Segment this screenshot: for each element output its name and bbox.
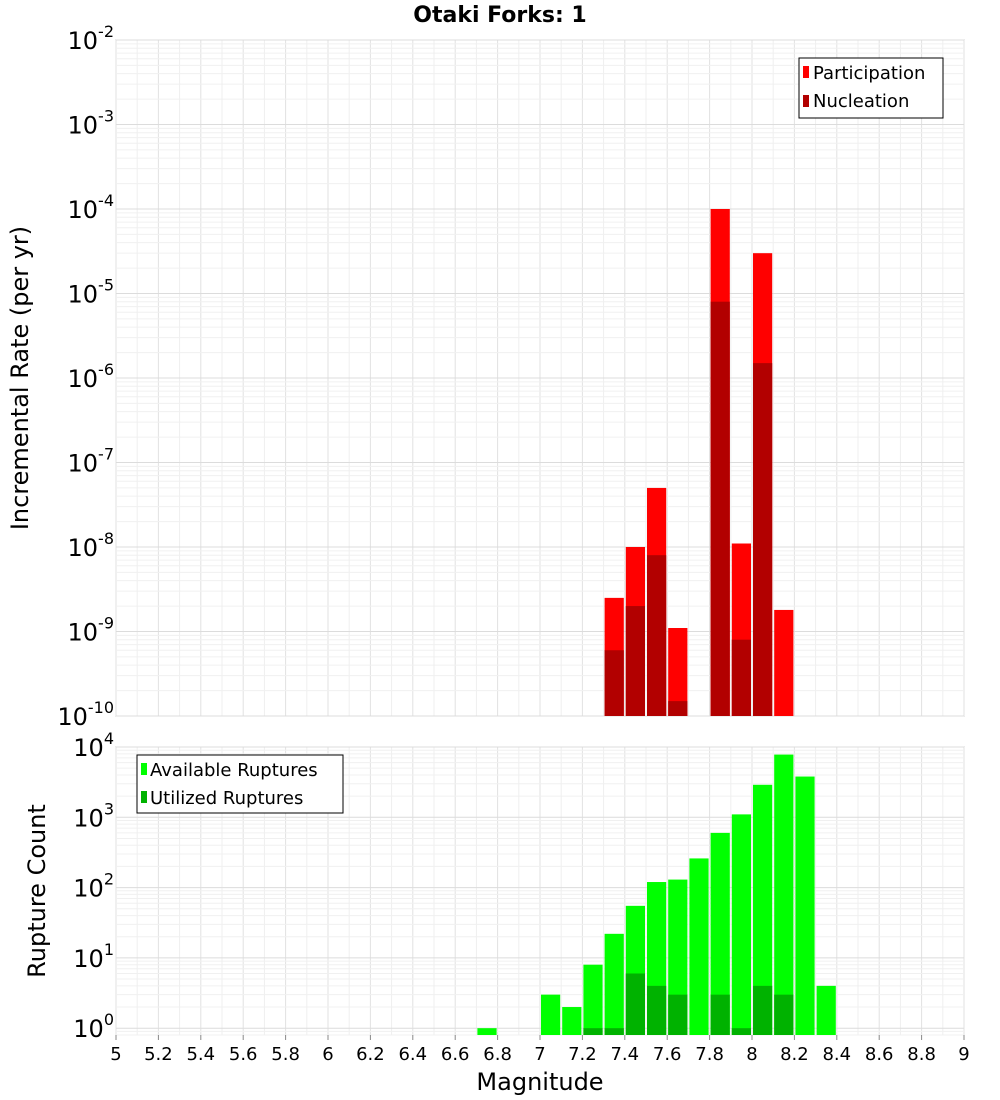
rate-y-tick-label: 10-2 (68, 22, 115, 55)
count-y-tick-label: 100 (73, 1010, 114, 1043)
legend-utilized-label: Utilized Ruptures (150, 788, 303, 809)
count-y-tick-label: 103 (73, 799, 114, 832)
nucleation-bar (710, 301, 730, 716)
utilized-ruptures-bar (710, 994, 730, 1035)
utilized-ruptures-bar (668, 994, 688, 1035)
x-tick-label: 8.6 (865, 1044, 894, 1065)
rate-y-tick-label: 10-5 (68, 276, 115, 309)
nucleation-bar (753, 363, 773, 716)
available-ruptures-bar (583, 964, 603, 1035)
x-tick-label: 6 (322, 1044, 333, 1065)
available-ruptures-bar (689, 858, 709, 1035)
available-ruptures-bar (562, 1007, 582, 1035)
legend-participation-swatch (803, 66, 809, 78)
x-tick-label: 8 (746, 1044, 757, 1065)
utilized-ruptures-bar (604, 1028, 624, 1035)
participation-bar (774, 609, 794, 716)
available-ruptures-bar (477, 1028, 497, 1035)
count-plot-bars (477, 754, 836, 1035)
nucleation-bar (647, 555, 667, 716)
count-y-tick-label: 101 (73, 940, 114, 973)
x-tick-label: 7.8 (695, 1044, 724, 1065)
utilized-ruptures-bar (731, 1028, 751, 1035)
nucleation-bar (604, 650, 624, 716)
rate-y-tick-label: 10-4 (68, 191, 115, 224)
available-ruptures-bar (731, 814, 751, 1035)
utilized-ruptures-bar (774, 994, 794, 1035)
count-plot-x-ticks: 5 5.2 5.4 5.6 5.8 6 6.2 6.4 6.6 6.8 7 7.2 7.4 7.6 7.8 8… (110, 1035, 970, 1065)
available-ruptures-bar (753, 784, 773, 1035)
count-plot-y-ticks: 100 101 102 103 104 (73, 729, 114, 1043)
x-tick-label: 7 (534, 1044, 545, 1065)
legend-participation-label: Participation (813, 63, 925, 84)
nucleation-bar (668, 701, 688, 716)
available-ruptures-bar (795, 776, 815, 1035)
count-y-axis-label: Rupture Count (23, 804, 51, 978)
x-tick-label: 7.4 (610, 1044, 639, 1065)
available-ruptures-bar (604, 933, 624, 1035)
x-tick-label: 8.8 (907, 1044, 936, 1065)
utilized-ruptures-bar (583, 1028, 603, 1035)
count-y-tick-label: 102 (73, 870, 114, 903)
nucleation-bar (625, 606, 645, 716)
x-tick-label: 5.2 (144, 1044, 173, 1065)
x-tick-label: 5 (110, 1044, 121, 1065)
nucleation-bar (731, 639, 751, 716)
available-ruptures-bar (710, 832, 730, 1035)
available-ruptures-bar (816, 985, 836, 1035)
rate-plot: 10-10 10-9 10-8 10-7 10-6 10-5 10-4 10-3 10-2 In… (6, 22, 965, 731)
x-tick-label: 5.8 (271, 1044, 300, 1065)
rate-plot-grid (115, 39, 965, 717)
x-tick-label: 8.4 (822, 1044, 851, 1065)
x-tick-label: 7.6 (653, 1044, 682, 1065)
rate-plot-bars (604, 209, 794, 716)
x-tick-label: 5.4 (186, 1044, 215, 1065)
legend-nucleation-swatch (803, 95, 809, 107)
rate-y-tick-label: 10-10 (57, 698, 114, 731)
rate-y-tick-label: 10-8 (68, 529, 115, 562)
rate-legend: Participation Nucleation (798, 57, 944, 119)
x-tick-label: 6.4 (398, 1044, 427, 1065)
utilized-ruptures-bar (753, 985, 773, 1035)
rate-y-tick-label: 10-7 (68, 445, 115, 478)
chart-title: Otaki Forks: 1 (413, 3, 587, 28)
legend-available-swatch (141, 763, 147, 775)
count-plot: 100 101 102 103 104 5 5.2 5.4 5.6 5.8 6 6.2 6.4 6.6 6… (23, 729, 970, 1096)
count-y-tick-label: 104 (73, 729, 114, 762)
count-legend: Available Ruptures Utilized Ruptures (136, 754, 344, 814)
x-tick-label: 6.6 (441, 1044, 470, 1065)
available-ruptures-bar (774, 754, 794, 1035)
x-tick-label: 9 (958, 1044, 969, 1065)
participation-bar (668, 628, 688, 716)
rate-y-tick-label: 10-3 (68, 107, 115, 140)
utilized-ruptures-bar (625, 973, 645, 1035)
rate-y-axis-label: Incremental Rate (per yr) (6, 226, 34, 530)
utilized-ruptures-bar (647, 985, 667, 1035)
x-tick-label: 7.2 (568, 1044, 597, 1065)
x-tick-label: 5.6 (229, 1044, 258, 1065)
legend-utilized-swatch (141, 791, 147, 803)
x-tick-label: 6.8 (483, 1044, 512, 1065)
x-tick-label: 6.2 (356, 1044, 385, 1065)
count-legend-box (136, 754, 344, 814)
count-plot-grid (115, 746, 965, 1036)
rate-y-tick-label: 10-9 (68, 614, 115, 647)
rate-plot-y-ticks: 10-10 10-9 10-8 10-7 10-6 10-5 10-4 10-3 10-2 (57, 22, 114, 731)
available-ruptures-bar (541, 994, 561, 1035)
x-tick-label: 8.2 (780, 1044, 809, 1065)
legend-available-label: Available Ruptures (150, 760, 318, 781)
legend-nucleation-label: Nucleation (813, 91, 909, 112)
rate-legend-box (798, 57, 944, 119)
rate-y-tick-label: 10-6 (68, 360, 115, 393)
x-axis-label: Magnitude (476, 1068, 603, 1096)
